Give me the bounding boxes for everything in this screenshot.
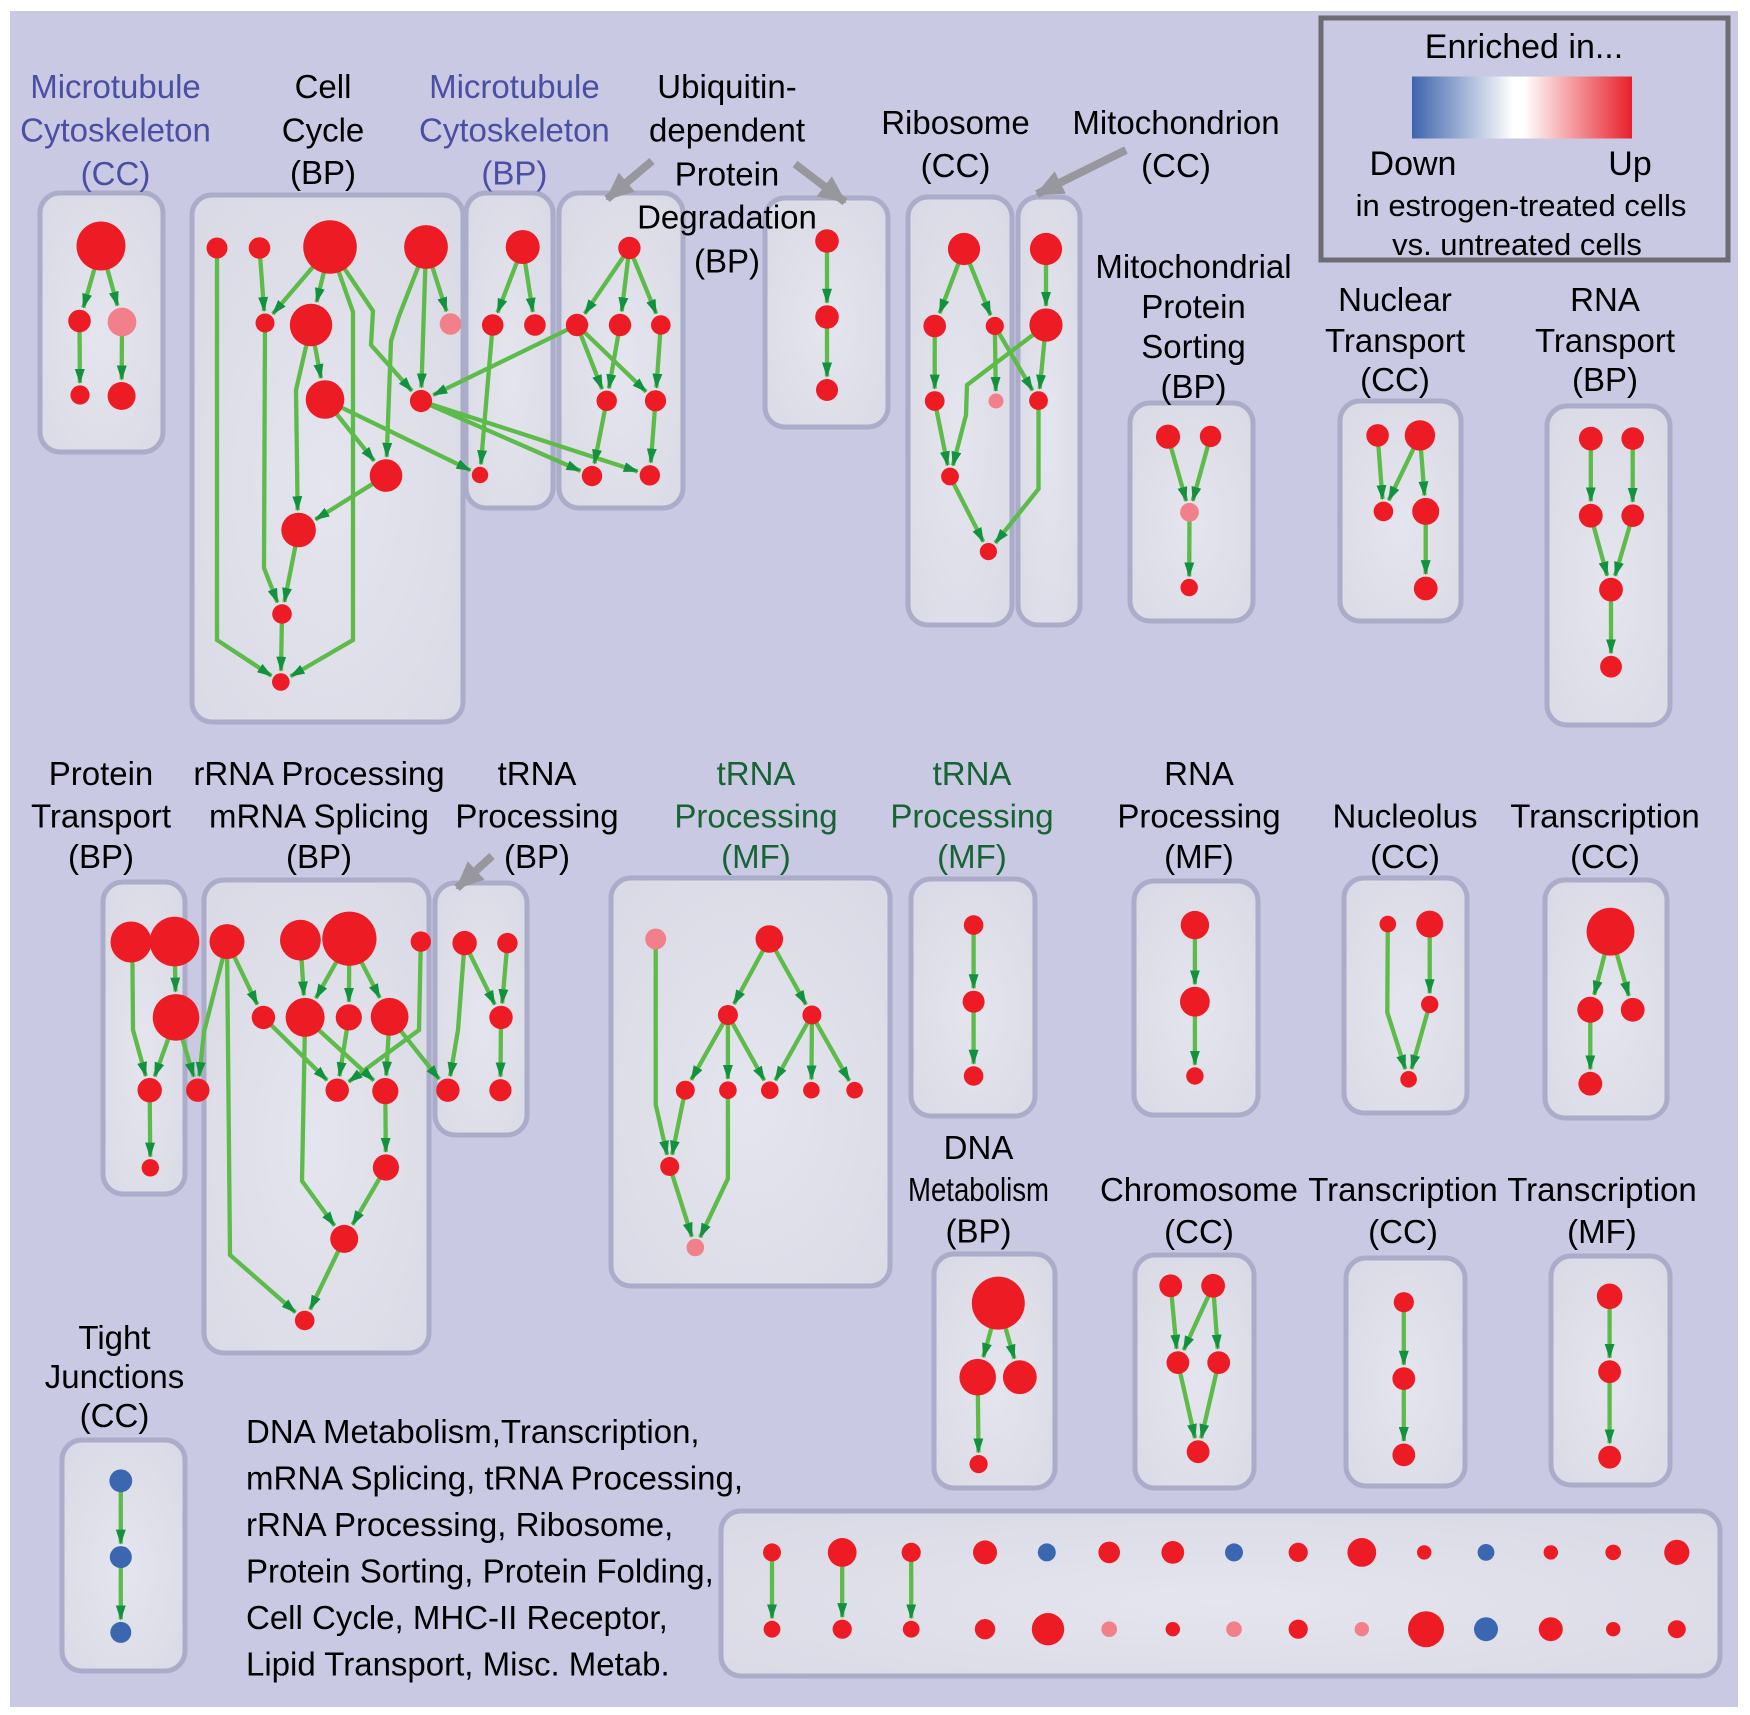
svg-text:Cell Cycle, MHC-II Receptor,: Cell Cycle, MHC-II Receptor, [246,1599,668,1636]
svg-text:(CC): (CC) [80,1397,150,1434]
svg-text:(CC): (CC) [1570,838,1640,875]
svg-text:Microtubule: Microtubule [429,68,600,105]
svg-text:Ubiquitin-: Ubiquitin- [657,68,796,105]
svg-text:Processing: Processing [1117,798,1280,835]
svg-text:Nuclear: Nuclear [1338,281,1452,318]
svg-text:Mitochondrial: Mitochondrial [1095,248,1291,285]
svg-text:(BP): (BP) [946,1213,1012,1250]
svg-text:Transcription: Transcription [1308,1171,1498,1208]
svg-text:(CC): (CC) [1370,838,1440,875]
svg-text:Microtubule: Microtubule [30,68,201,105]
svg-text:Mitochondrion: Mitochondrion [1072,104,1279,141]
svg-text:Cytoskeleton: Cytoskeleton [20,112,211,149]
svg-text:Nucleolus: Nucleolus [1333,798,1478,835]
svg-text:(CC): (CC) [1360,361,1430,398]
svg-text:Processing: Processing [890,798,1053,835]
svg-text:Junctions: Junctions [45,1358,184,1395]
svg-text:(MF): (MF) [721,838,791,875]
svg-text:in estrogen-treated cells: in estrogen-treated cells [1356,188,1687,223]
svg-text:Cell: Cell [295,68,352,105]
svg-text:dependent: dependent [649,112,805,149]
svg-text:vs. untreated cells: vs. untreated cells [1392,227,1642,262]
svg-text:Up: Up [1608,145,1651,183]
svg-text:(CC): (CC) [1164,1213,1234,1250]
svg-text:Transcription: Transcription [1507,1171,1697,1208]
svg-text:rRNA Processing, Ribosome,: rRNA Processing, Ribosome, [246,1506,673,1543]
svg-text:Cycle: Cycle [282,112,365,149]
svg-text:(BP): (BP) [504,838,570,875]
svg-text:Lipid Transport, Misc. Metab.: Lipid Transport, Misc. Metab. [246,1646,670,1683]
svg-text:(CC): (CC) [81,155,151,192]
svg-text:(MF): (MF) [1164,838,1234,875]
svg-text:Protein: Protein [675,156,780,193]
svg-text:Protein: Protein [49,755,154,792]
svg-text:Transport: Transport [1535,322,1675,359]
svg-text:(BP): (BP) [481,155,547,192]
svg-text:mRNA Splicing: mRNA Splicing [209,798,429,835]
svg-text:(BP): (BP) [290,154,356,191]
svg-text:tRNA: tRNA [498,755,577,792]
svg-text:tRNA: tRNA [933,755,1012,792]
svg-text:Enriched in...: Enriched in... [1425,28,1623,66]
svg-text:Protein: Protein [1141,288,1246,325]
svg-text:(BP): (BP) [1572,361,1638,398]
svg-text:Down: Down [1370,145,1457,183]
svg-text:Cytoskeleton: Cytoskeleton [419,112,610,149]
svg-text:Chromosome: Chromosome [1100,1171,1298,1208]
svg-text:(MF): (MF) [937,838,1007,875]
svg-text:Ribosome: Ribosome [881,104,1030,141]
svg-text:Protein Sorting, Protein Foldi: Protein Sorting, Protein Folding, [246,1553,714,1590]
svg-text:(BP): (BP) [1161,368,1227,405]
svg-text:Transcription: Transcription [1510,798,1700,835]
svg-text:Transport: Transport [1325,322,1465,359]
svg-text:tRNA: tRNA [717,755,796,792]
svg-text:(BP): (BP) [694,243,760,280]
svg-text:rRNA Processing: rRNA Processing [193,755,444,792]
svg-text:(CC): (CC) [1141,147,1211,184]
svg-text:(BP): (BP) [286,838,352,875]
svg-text:Metabolism: Metabolism [908,1171,1049,1208]
svg-text:(MF): (MF) [1567,1213,1637,1250]
svg-text:(CC): (CC) [1368,1213,1438,1250]
svg-text:Processing: Processing [674,798,837,835]
svg-text:mRNA Splicing, tRNA Processing: mRNA Splicing, tRNA Processing, [246,1460,743,1497]
svg-text:Transport: Transport [31,798,171,835]
svg-text:Processing: Processing [455,798,618,835]
svg-text:DNA: DNA [944,1129,1014,1166]
svg-text:RNA: RNA [1164,755,1234,792]
svg-text:RNA: RNA [1570,281,1640,318]
svg-text:(BP): (BP) [68,838,134,875]
svg-text:Sorting: Sorting [1141,328,1246,365]
svg-text:Degradation: Degradation [637,199,817,236]
svg-text:(CC): (CC) [921,147,991,184]
svg-text:DNA Metabolism,Transcription,: DNA Metabolism,Transcription, [246,1413,700,1450]
svg-text:Tight: Tight [78,1319,150,1356]
